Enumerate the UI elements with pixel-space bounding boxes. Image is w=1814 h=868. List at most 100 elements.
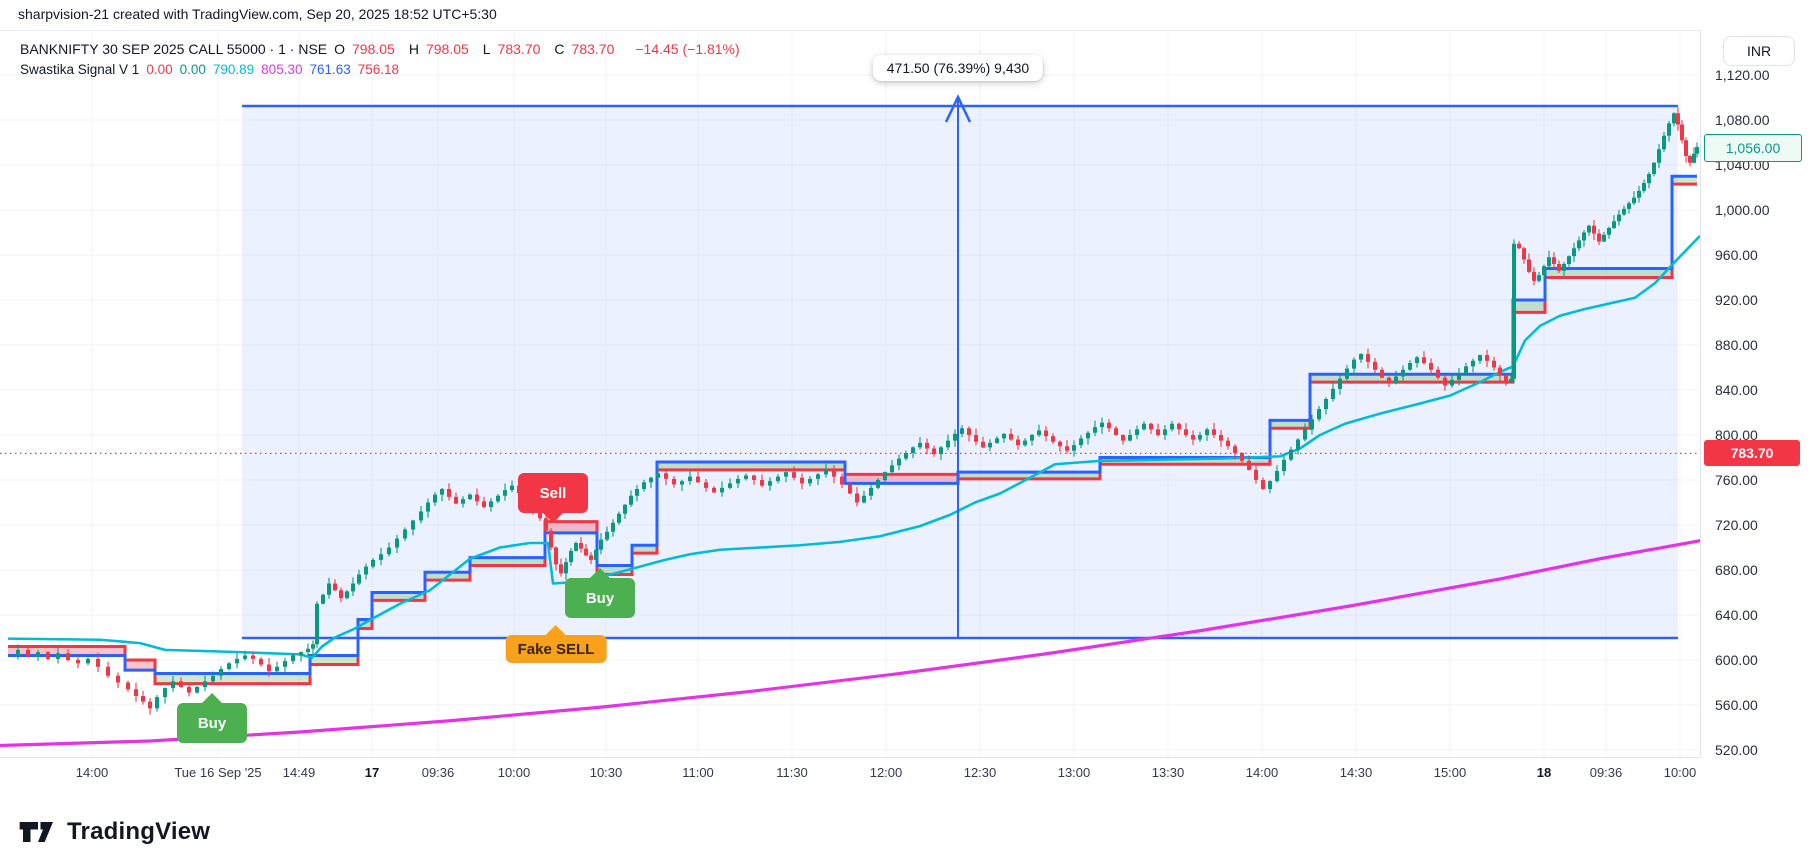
candle-body [203,681,207,687]
candle-body [1522,248,1526,260]
candle-body [1492,360,1496,368]
candle-body [371,559,375,567]
candle-body [649,477,653,483]
tradingview-watermark[interactable]: TradingView [18,816,210,848]
candle-body [1114,428,1118,435]
candle-body [1627,203,1631,209]
currency-button[interactable]: INR [1723,36,1795,66]
candle-body [1016,439,1020,446]
candle-body [1107,422,1111,429]
time-axis-label: 11:30 [776,765,808,780]
candle-body [1380,369,1384,378]
candle-body [1170,423,1174,430]
buy-signal-label[interactable]: Buy [177,693,247,743]
indicator-value: 0.00 [179,62,206,77]
candle-body [696,476,700,483]
candle-body [579,543,583,549]
ohlc-value: H 798.05 [408,41,469,57]
candle-body [1450,379,1454,386]
indicator-value: 761.63 [309,62,351,77]
candle-body [1233,446,1237,453]
candle-body [960,428,964,434]
time-axis-label: 18 [1536,765,1552,780]
candle-body [574,543,578,551]
candle-body [1676,113,1680,125]
candle-body [1205,429,1209,435]
candle-body [549,530,553,548]
candle-body [808,478,812,484]
candle-body [1156,429,1160,435]
price-scale[interactable]: INR 1,056.00 783.70 1,120.00 1,080.00 1,04… [1700,30,1814,758]
candle-body [1044,430,1048,437]
candle-body [1065,446,1069,451]
indicator-name[interactable]: Swastika Signal V 1 [20,62,140,77]
candle-body [623,504,627,514]
candle-body [333,583,337,591]
candle-body [357,574,361,584]
candle-body [704,482,708,488]
signal-band-blue-line [8,174,1697,675]
candle-body [680,481,684,485]
candle-body [291,655,295,662]
candle-body [768,481,772,486]
measure-box[interactable] [242,106,1678,638]
candle-body [848,484,852,494]
candle-body [1527,259,1531,272]
candle-body [187,687,191,693]
symbol-name[interactable]: BANKNIFTY 30 SEP 2025 CALL 55000 · 1 · N… [20,41,328,57]
price-axis-label: 680.00 [1715,562,1758,578]
candle-body [1086,432,1090,439]
candle-body [538,509,542,519]
indicator-value: 0.00 [146,62,173,77]
candle-body [227,663,231,669]
candle-body [1296,439,1300,450]
candle-body [1121,435,1125,441]
candle-body [1637,190,1641,198]
candle-body [1359,354,1363,360]
candle-body [327,583,331,595]
candle-body [1509,378,1513,383]
candle-body [932,448,936,455]
fake-sell-signal-label[interactable]: Fake SELL [505,625,607,663]
sell-signal-label[interactable]: Sell [518,473,588,523]
candle-body [939,447,943,455]
last-price-badge: 1,056.00 [1704,134,1802,162]
candle-body [387,547,391,555]
snapshot-header: sharpvision-21 created with TradingView.… [0,0,1814,31]
candle-body [824,469,828,475]
candle-body [1542,266,1546,276]
candle-body [1612,221,1616,228]
time-axis-label: 09:36 [1589,765,1623,780]
candle-body [855,493,859,503]
marker-text: Sell [539,484,567,502]
change-readout: −14.45 (−1.81%) [635,41,740,57]
candle-body [1504,375,1508,383]
candle-body [904,453,908,459]
candle-body [1429,363,1433,370]
tradingview-logo-icon [19,822,53,842]
candle-body [251,655,255,659]
marker-pointer-icon [544,625,567,636]
chart-canvas[interactable] [0,30,1700,757]
indicator-legend[interactable]: Swastika Signal V 1 0.00 0.00 790.89 805.30 7… [20,62,413,77]
symbol-legend[interactable]: BANKNIFTY 30 SEP 2025 CALL 55000 · 1 · N… [20,41,747,57]
candle-body [283,661,287,667]
candle-body [1567,256,1571,264]
candle-body [243,655,247,659]
candle-body [1142,423,1146,430]
candle-body [496,495,500,502]
candle-body [1268,481,1272,489]
candle-body [1247,460,1251,470]
candle-body [1577,240,1581,249]
price-axis-label: 760.00 [1715,472,1758,488]
candle-body [306,648,310,653]
candle-body [953,433,957,441]
buy-signal-label[interactable]: Buy [565,568,635,618]
signal-band-fill [657,462,845,470]
candle-body [1212,429,1216,435]
time-scale[interactable]: 14:00 Tue 16 Sep '25 14:49 17 09:36 10:00 10:3… [0,757,1700,791]
marker-text: Buy [585,589,615,607]
candle-body [503,490,507,496]
candle-body [862,495,866,503]
